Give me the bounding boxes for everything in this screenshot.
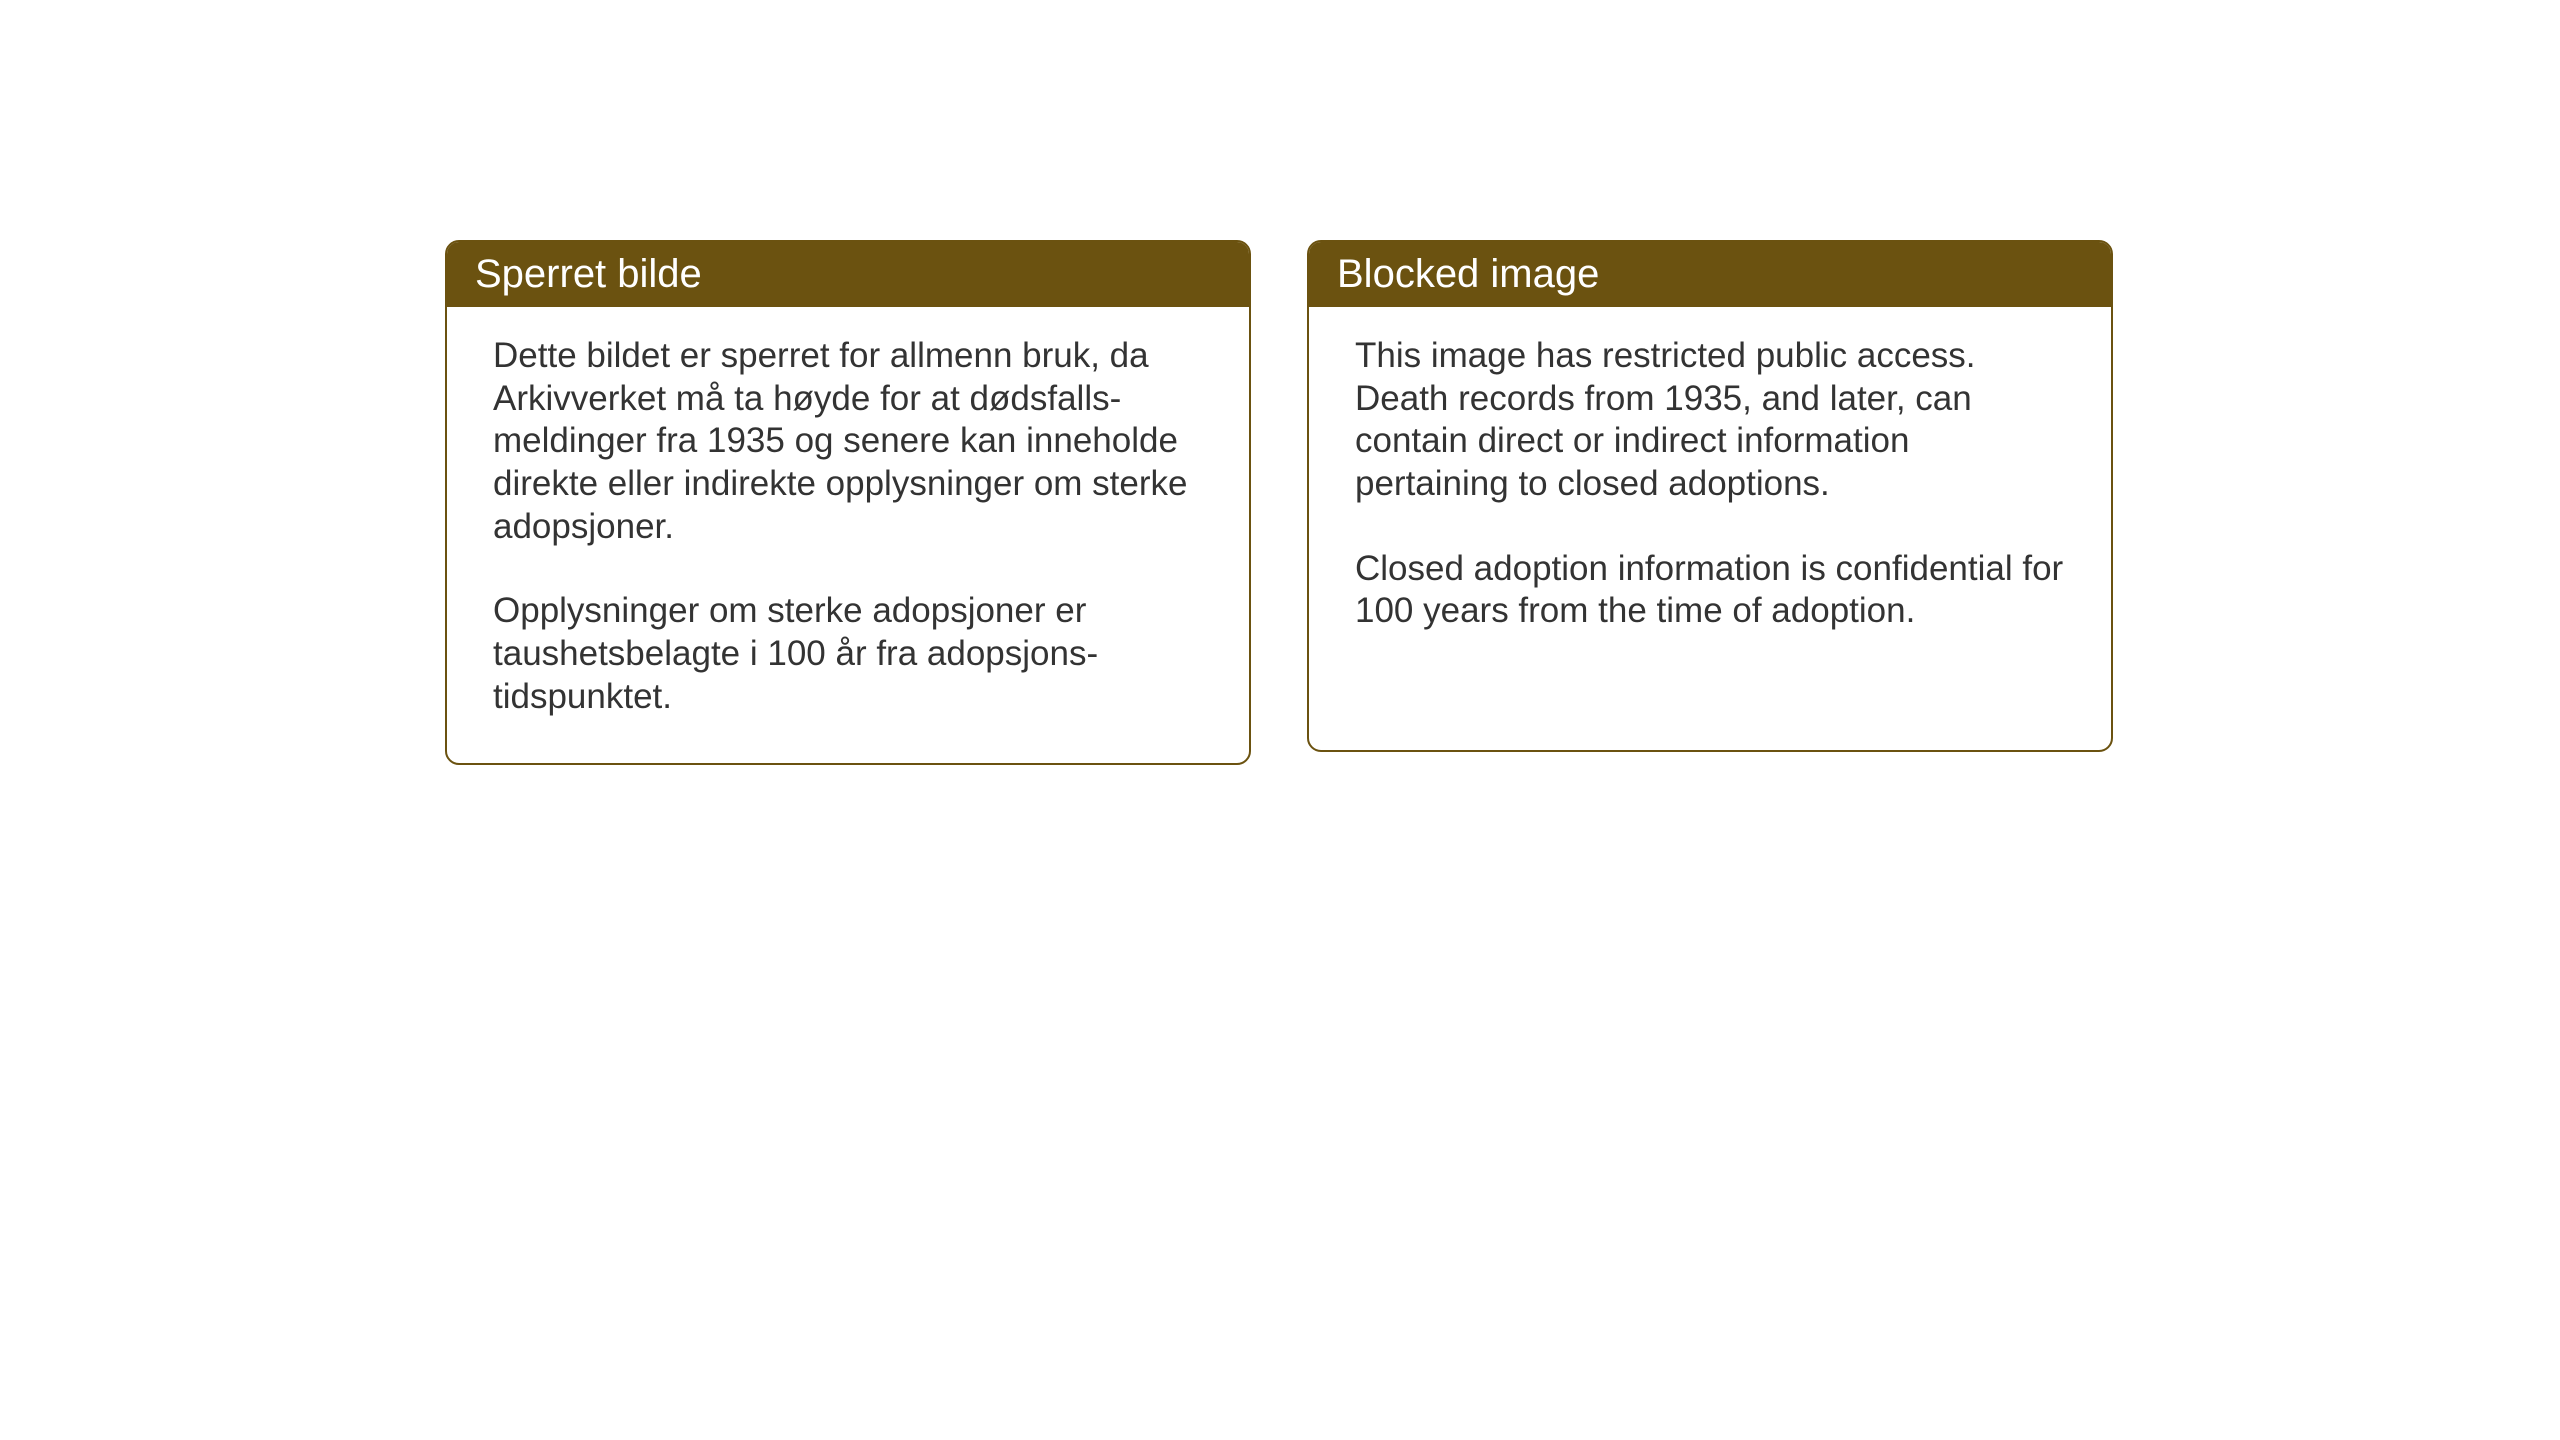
norwegian-paragraph-1: Dette bildet er sperret for allmenn bruk… (493, 335, 1203, 548)
norwegian-card-header: Sperret bilde (447, 242, 1249, 307)
english-card-body: This image has restricted public access.… (1309, 307, 2111, 677)
english-paragraph-2: Closed adoption information is confident… (1355, 548, 2065, 633)
norwegian-notice-card: Sperret bilde Dette bildet er sperret fo… (445, 240, 1251, 765)
english-card-header: Blocked image (1309, 242, 2111, 307)
norwegian-paragraph-2: Opplysninger om sterke adopsjoner er tau… (493, 590, 1203, 718)
norwegian-card-body: Dette bildet er sperret for allmenn bruk… (447, 307, 1249, 763)
english-notice-card: Blocked image This image has restricted … (1307, 240, 2113, 752)
english-paragraph-1: This image has restricted public access.… (1355, 335, 2065, 506)
notice-container: Sperret bilde Dette bildet er sperret fo… (445, 240, 2113, 765)
